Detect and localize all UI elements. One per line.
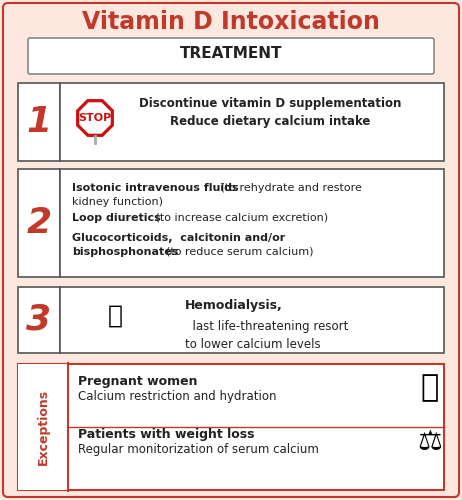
Text: kidney function): kidney function) xyxy=(72,197,163,207)
Text: (to increase calcium excretion): (to increase calcium excretion) xyxy=(152,213,328,223)
Text: 🩺: 🩺 xyxy=(108,304,122,328)
FancyBboxPatch shape xyxy=(3,3,459,497)
Text: 🤰: 🤰 xyxy=(421,374,439,402)
Text: Exceptions: Exceptions xyxy=(36,389,49,465)
Text: Vitamin D Intoxication: Vitamin D Intoxication xyxy=(82,10,380,34)
Text: 3: 3 xyxy=(26,303,52,337)
Text: (to reduce serum calcium): (to reduce serum calcium) xyxy=(159,247,314,257)
Text: 2: 2 xyxy=(26,206,52,240)
FancyBboxPatch shape xyxy=(18,169,60,277)
Text: TREATMENT: TREATMENT xyxy=(180,46,282,62)
FancyBboxPatch shape xyxy=(18,83,60,161)
Text: Isotonic intravenous fluids: Isotonic intravenous fluids xyxy=(72,183,239,193)
FancyBboxPatch shape xyxy=(60,83,444,161)
Text: Pregnant women: Pregnant women xyxy=(78,375,197,388)
Text: Discontinue vitamin D supplementation
Reduce dietary calcium intake: Discontinue vitamin D supplementation Re… xyxy=(139,96,401,128)
FancyBboxPatch shape xyxy=(60,287,444,353)
FancyBboxPatch shape xyxy=(28,38,434,74)
Text: bisphosphonates: bisphosphonates xyxy=(72,247,178,257)
Text: Hemodialysis,: Hemodialysis, xyxy=(185,300,283,312)
Text: last life-threatening resort
to lower calcium levels: last life-threatening resort to lower ca… xyxy=(185,320,348,351)
FancyBboxPatch shape xyxy=(60,169,444,277)
FancyBboxPatch shape xyxy=(18,364,444,490)
Text: Regular monitorization of serum calcium: Regular monitorization of serum calcium xyxy=(78,443,319,456)
FancyBboxPatch shape xyxy=(18,364,68,490)
Text: Loop diuretics: Loop diuretics xyxy=(72,213,161,223)
Polygon shape xyxy=(75,98,116,138)
Text: ⚖️: ⚖️ xyxy=(418,428,443,456)
Polygon shape xyxy=(79,102,111,134)
Text: Patients with weight loss: Patients with weight loss xyxy=(78,428,255,441)
Text: 1: 1 xyxy=(26,105,52,139)
Text: (to rehydrate and restore: (to rehydrate and restore xyxy=(217,183,362,193)
FancyBboxPatch shape xyxy=(18,287,60,353)
Text: Calcium restriction and hydration: Calcium restriction and hydration xyxy=(78,390,276,403)
Text: STOP: STOP xyxy=(79,113,112,123)
Text: Glucocorticoids,  calcitonin and/or: Glucocorticoids, calcitonin and/or xyxy=(72,233,285,243)
